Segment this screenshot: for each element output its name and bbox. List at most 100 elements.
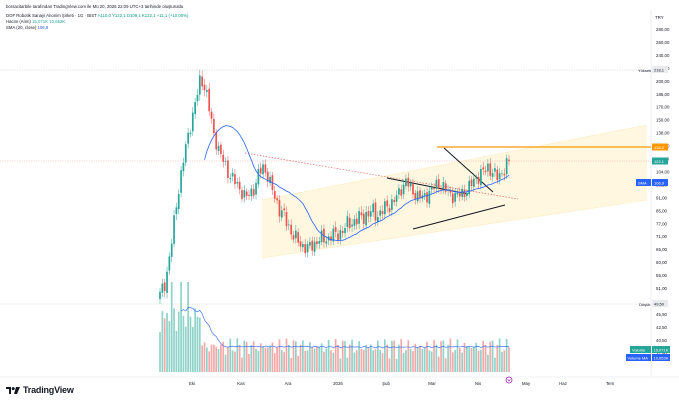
candle-body [224,161,227,162]
candle-body [332,228,335,242]
volume-tag-label: Volume [632,348,646,353]
candle-body [398,188,400,195]
sma-legend-label[interactable]: SMA (20, close) [6,25,37,30]
volume-bar [213,344,215,372]
volume-bar [159,332,161,372]
volume-tag-value: 15,071K [654,348,669,353]
candle-body [229,178,232,180]
candle-body [372,203,374,213]
candle-body [313,241,316,252]
resistance-tag: 134,2 [652,143,668,151]
tradingview-logo[interactable]: TradingView [6,385,74,395]
volume-bar [278,339,281,372]
candle-body [201,76,204,87]
price-tick-label: 40,50 [656,338,668,343]
candle-body [182,162,185,172]
price-tick-label: 104,00 [656,169,670,174]
volume-bar [496,345,499,372]
candle-body [177,194,180,210]
candle-body [482,167,485,170]
volume-ma-tag-label: Volume MA [628,356,649,361]
candle-body [433,187,435,189]
volume-bar [384,339,386,372]
candle-body [231,172,234,177]
candle-body [391,199,393,210]
volume-bar [217,349,220,372]
low-tag-value: 49,50 [654,302,665,307]
candle-body [280,210,283,218]
candle-body [168,256,171,271]
volume-bar [414,343,417,372]
candle-body [248,194,250,196]
volume-bar [182,315,185,372]
candle-body [454,193,456,202]
candle-body [407,177,410,187]
candle-body [278,199,281,217]
price-tick-label: 37,50 [656,351,668,356]
candle-body [269,176,271,184]
candle-body [428,190,431,204]
candle-body [309,242,311,246]
candle-body [173,215,175,244]
volume-bar [444,358,447,372]
candle-body [245,191,248,196]
price-tick-label: 51,00 [656,286,668,291]
candle-body [468,180,471,195]
price-tick-label: 55,00 [656,273,668,278]
volume-bar [175,330,178,372]
volume-bars [159,282,510,372]
volume-bar [236,338,239,372]
candle-body [191,112,194,132]
high-tag-label: Yüksek [638,68,651,73]
volume-bar [451,352,454,372]
volume-bar [205,347,208,372]
price-tick-label: 185,00 [656,92,670,97]
candle-body [318,241,321,244]
candle-body [262,164,264,175]
volume-legend-label[interactable]: Hacim (Alım) [6,19,31,24]
candle-body [205,90,208,92]
volume-bar [501,351,503,372]
volume-bar [372,350,374,372]
volume-bar [374,349,377,372]
volume-bar [358,341,360,372]
candle-body [283,208,285,211]
volume-legend-value: 15,071K 10,653K [32,19,66,24]
volume-bar [465,345,468,372]
candle-body [161,283,164,293]
volume-bar [398,344,400,372]
volume-bar [395,358,398,372]
volume-bar [271,342,274,372]
candle-body [414,193,417,200]
volume-bar [393,340,396,372]
volume-bar [189,316,192,372]
volume-bar [330,350,332,372]
candle-body [346,216,349,227]
volume-bar [449,338,452,372]
price-tick-label: 65,00 [656,247,668,252]
candle-body [163,282,166,292]
sma-tag: SMA 106,9 [636,179,668,186]
volume-bar [234,351,236,372]
candle-body [355,218,358,225]
volume-bar [283,352,285,372]
candle-body [198,75,201,95]
candle-body [236,181,239,184]
candle-body [388,208,391,212]
low-tag: Düşük 49,50 [639,300,668,307]
candle-body [419,190,421,199]
candle-body [461,188,464,197]
volume-bar [191,326,194,372]
replay-marker-icon [507,378,511,382]
volume-bar [238,345,241,372]
candle-body [376,217,379,223]
replay-marker[interactable] [505,376,513,384]
time-tick-label: Mar [428,381,436,386]
sma-legend: SMA (20, close) 106,9 [6,25,48,30]
candle-body [379,210,382,216]
volume-bar [412,351,414,372]
symbol-name[interactable]: DOF Robotik Sanayi Anonim Şirketi · 1G ·… [6,13,97,18]
volume-bar [262,346,264,372]
candle-body [409,183,412,187]
